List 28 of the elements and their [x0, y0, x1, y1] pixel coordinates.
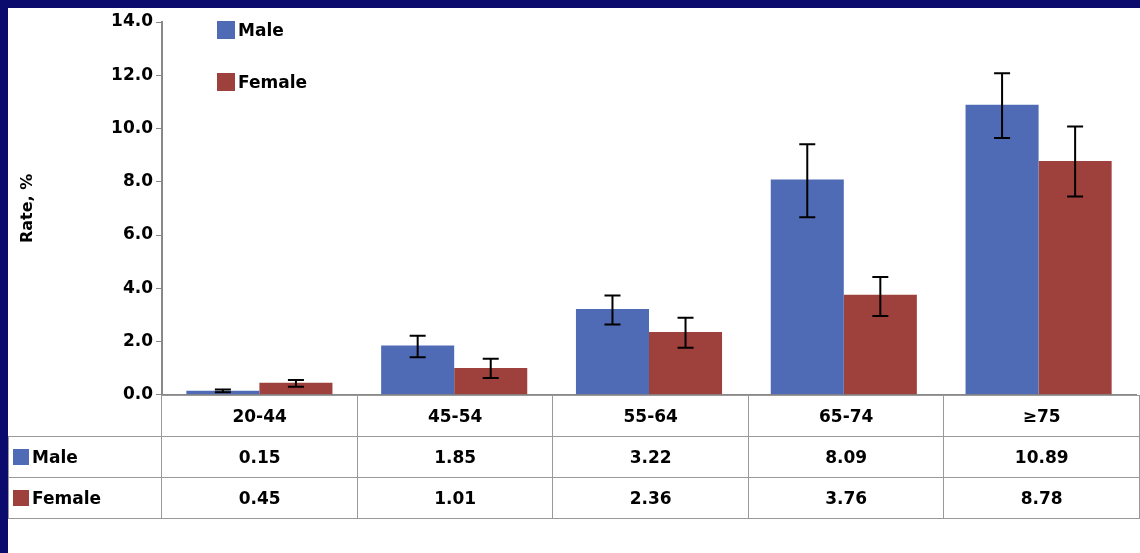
data-label: 3.76: [748, 477, 944, 519]
y-tick-label: 8.0: [122, 170, 154, 191]
x-tick-label: 65-74: [748, 395, 944, 437]
y-tick-label: 12.0: [111, 63, 154, 84]
y-tick-label: 14.0: [111, 10, 154, 31]
y-tick-label: 10.0: [111, 116, 154, 137]
text: Female: [32, 488, 101, 508]
data-label: 3.22: [552, 436, 749, 478]
x-tick-label: 45-54: [357, 395, 553, 437]
text: Male: [32, 447, 78, 467]
y-tick-label: 4.0: [122, 276, 154, 297]
data-label: 8.78: [943, 477, 1140, 519]
y-tick-label: 0.0: [122, 383, 154, 404]
x-tick-label: 20-44: [161, 395, 358, 437]
y-tick-label: 2.0: [122, 329, 154, 350]
x-tick-label: ≥75: [943, 395, 1140, 437]
y-axis-title: Rate, %: [16, 173, 36, 244]
data-label: 10.89: [943, 436, 1140, 478]
data-label: 1.85: [357, 436, 553, 478]
y-tick-label: 6.0: [122, 223, 154, 244]
data-label: 0.15: [161, 436, 358, 478]
legend-label: Female: [238, 72, 307, 92]
x-tick-label: 55-64: [552, 395, 749, 437]
data-label: 1.01: [357, 477, 553, 519]
legend-label: Male: [238, 20, 284, 40]
data-label: 0.45: [161, 477, 358, 519]
data-label: 8.09: [748, 436, 944, 478]
data-label: 2.36: [552, 477, 749, 519]
